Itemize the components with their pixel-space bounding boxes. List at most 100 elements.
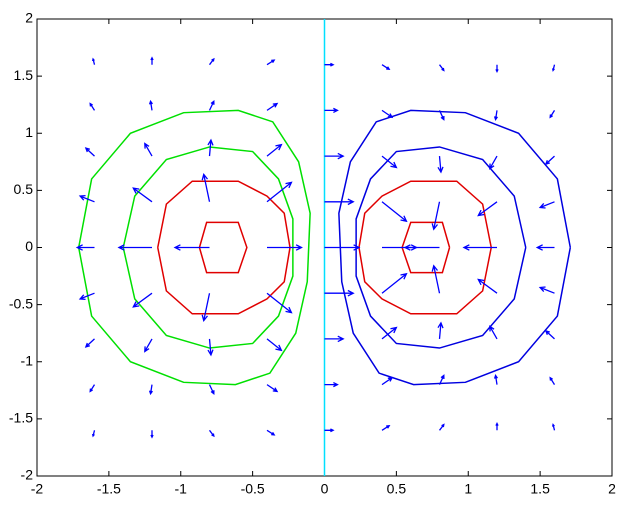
quiver-arrow [493,374,498,385]
quiver-arrow [438,374,445,385]
quiver-arrow [381,272,408,294]
quiver-arrow [381,326,398,340]
quiver-arrow [91,57,96,65]
quiver-arrow [324,198,355,206]
quiver-arrow [438,423,445,431]
quiver-arrow [267,244,303,251]
quiver-arrow [266,143,283,157]
y-tick-label: -0.5 [9,295,33,311]
quiver-arrow [144,338,153,353]
quiver-arrow [538,286,555,294]
quiver-arrow [437,321,444,339]
quiver-arrow [266,338,283,352]
quiver-arrow [489,155,498,170]
quiver-arrow [438,110,445,121]
quiver-arrow [437,156,444,174]
y-tick-label: 0 [25,238,33,254]
quiver-arrow [173,244,210,251]
quiver-arrow [266,292,293,314]
quiver-arrow [208,57,215,66]
quiver-arrow [431,201,441,231]
quiver-arrow [538,201,555,209]
quiver-arrow [549,110,556,119]
x-tick-label: 1 [464,481,472,497]
quiver-arrow [266,429,276,436]
quiver-arrow [78,194,95,203]
quiver-arrow [495,64,499,74]
quiver-arrow [84,147,95,157]
contour-line [77,109,311,386]
y-tick-label: 1.5 [14,67,34,83]
quiver-arrow [89,384,96,393]
quiver-arrow [431,264,441,294]
quiver-arrow [535,244,555,251]
y-tick-label: 0.5 [14,181,34,197]
quiver-arrow [493,110,498,121]
quiver-arrow [438,64,445,72]
quiver-arrow [324,107,339,114]
quiver-arrow [381,64,391,71]
quiver-arrow [208,429,215,438]
quiver-arrow [208,99,215,111]
quiver-arrow [489,325,498,340]
y-tick-label: -2 [21,467,34,483]
quiver-arrow [132,292,153,308]
quiver-arrow [75,244,95,251]
contour-line [198,221,248,274]
quiver-arrow [150,430,154,439]
x-tick-label: -1 [175,481,188,497]
quiver-arrow [150,56,154,65]
quiver-arrow [549,376,556,385]
quiver-arrow [477,278,498,294]
y-tick-label: -1.5 [9,410,33,426]
quiver-arrow [201,172,211,202]
x-tick-label: 0 [321,481,329,497]
quiver-arrow [266,59,276,66]
quiver-arrow [495,421,499,431]
quiver-arrow [551,423,556,431]
quiver-arrow [78,292,95,301]
y-tick-label: -1 [21,352,34,368]
quiver-arrow [324,289,355,297]
x-tick-label: 0.5 [387,481,407,497]
quiver-arrow [207,338,214,357]
quiver-arrow [91,430,96,438]
quiver-arrow [84,338,95,348]
quiver-arrow [89,102,96,111]
x-tick-label: -2 [31,481,44,497]
quiver-arrow [403,244,440,251]
quiver-arrow [462,244,497,251]
quiver-arrow [324,244,361,251]
x-tick-label: 2 [608,481,616,497]
y-tick-label: 1 [25,124,33,140]
quiver-arrow [132,187,153,203]
x-tick-label: -1.5 [97,481,121,497]
quiver-arrow [381,201,408,223]
quiver-arrow [144,142,153,157]
x-tick-label: -0.5 [241,481,265,497]
quiver-arrow [381,155,398,169]
quiver-arrow [117,244,152,251]
quiver-arrow [148,99,153,111]
quiver-arrow [324,428,335,433]
quiver-arrow [477,201,498,217]
quiver-arrow [266,384,279,393]
x-tick-label: 1.5 [530,481,550,497]
quiver-arrow [381,424,391,431]
quiver-arrow [148,384,153,396]
quiver-arrow [381,109,394,119]
quiver-arrow [544,329,555,340]
quiver-arrow [324,62,335,67]
quiver-arrow [324,335,345,343]
quiver-arrow [324,152,345,160]
quiver-arrow [266,102,279,111]
quiver-arrow [324,381,339,388]
quiver-arrow [201,293,211,323]
quiver-arrow [551,64,556,72]
quiver-arrow [544,155,555,166]
quiver-arrow [266,181,293,203]
y-tick-label: 2 [25,10,33,26]
quiver-arrow [381,376,394,386]
quiver-arrow [207,138,214,157]
